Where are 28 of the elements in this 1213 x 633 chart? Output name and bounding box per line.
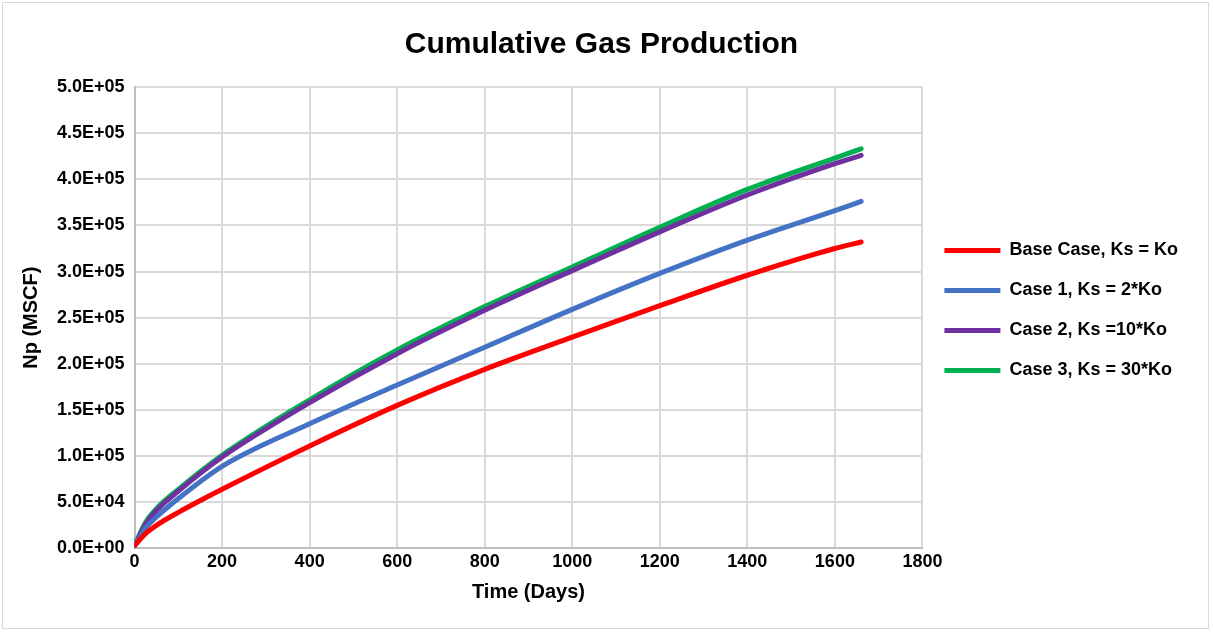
legend-label: Case 1, Ks = 2*Ko	[1009, 279, 1162, 300]
legend-label: Case 2, Ks =10*Ko	[1009, 319, 1168, 340]
y-tick-label: 2.5E+05	[57, 306, 125, 327]
y-tick-label: 0.0E+00	[57, 537, 125, 558]
x-axis-title: Time (Days)	[471, 579, 585, 602]
x-tick-label: 800	[469, 551, 500, 572]
y-tick-label: 2.0E+05	[57, 352, 125, 373]
y-tick-label: 1.0E+05	[57, 445, 125, 466]
x-tick-label: 400	[294, 551, 325, 572]
x-tick-label: 600	[382, 551, 413, 572]
y-tick-label: 3.0E+05	[57, 260, 125, 281]
x-tick-label: 1600	[814, 551, 855, 572]
x-tick-label: 1400	[727, 551, 768, 572]
x-tick-label: 200	[207, 551, 238, 572]
x-tick-label: 1800	[902, 551, 943, 572]
x-tick-label: 1200	[639, 551, 680, 572]
y-tick-label: 4.5E+05	[57, 122, 125, 143]
y-tick-label: 5.0E+05	[57, 75, 125, 96]
legend-label: Base Case, Ks = Ko	[1009, 239, 1179, 260]
y-axis-title: Np (MSCF)	[18, 266, 41, 369]
legend-label: Case 3, Ks = 30*Ko	[1009, 359, 1173, 380]
x-tick-label: 0	[129, 551, 140, 572]
y-tick-label: 1.5E+05	[57, 398, 125, 419]
y-tick-label: 3.5E+05	[57, 214, 125, 235]
y-tick-label: 5.0E+04	[57, 491, 125, 512]
x-tick-label: 1000	[552, 551, 593, 572]
chart-title: Cumulative Gas Production	[404, 26, 799, 60]
y-tick-label: 4.0E+05	[57, 168, 125, 189]
